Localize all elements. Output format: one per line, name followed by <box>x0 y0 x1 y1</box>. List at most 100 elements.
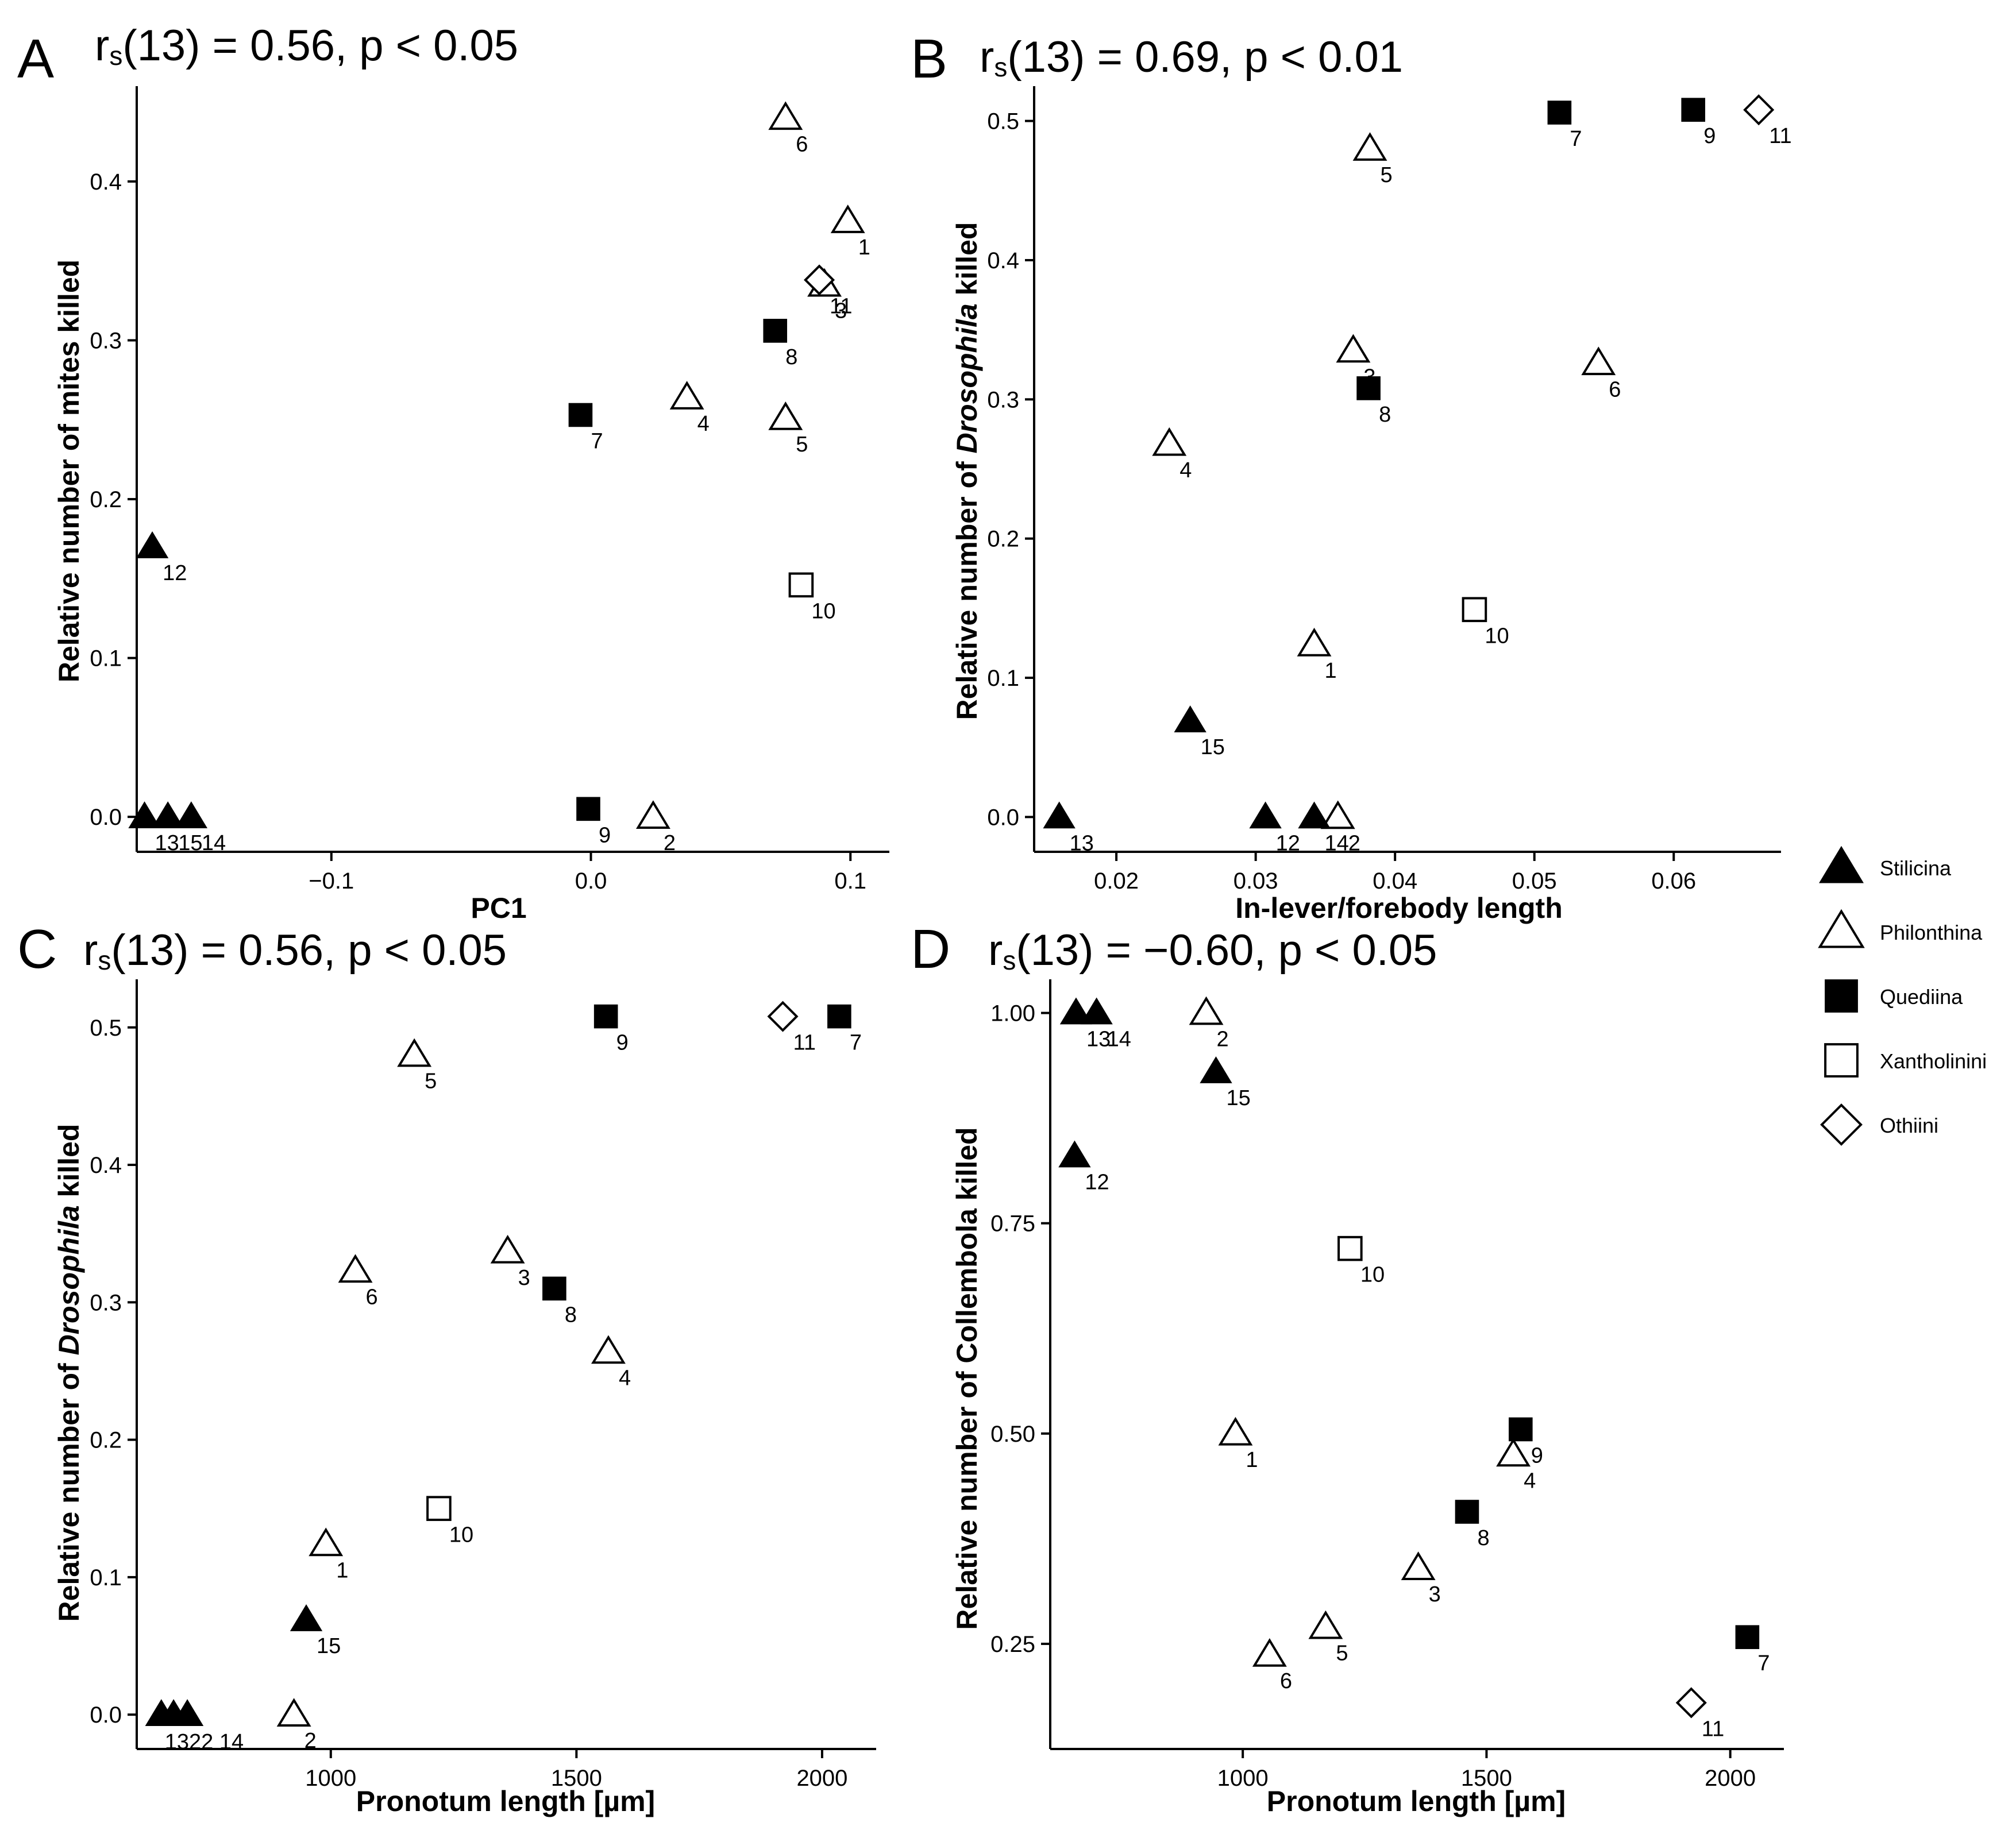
panel-c-point-label-5: 5 <box>425 1069 437 1094</box>
panel-d-point-label-14: 14 <box>1107 1028 1131 1052</box>
panel-a-point-11 <box>804 264 835 296</box>
panel-d-point-11 <box>1675 1687 1707 1719</box>
panel-a-point-4 <box>669 381 704 410</box>
panel-c-ytick-label: 0.4 <box>90 1153 122 1178</box>
panel-b-point-11 <box>1743 94 1775 126</box>
panel-b-ytick-label: 0.2 <box>987 527 1019 552</box>
panel-a-point-label-7: 7 <box>591 429 603 453</box>
panel-a-point-label-15: 15 <box>178 831 202 855</box>
panel-d-title: rs(13) = −0.60, p < 0.05 <box>988 926 1437 975</box>
panel-d-point-label-3: 3 <box>1429 1582 1441 1607</box>
panel-c-point-label-15: 15 <box>317 1634 341 1658</box>
panel-a-point-label-13: 13 <box>155 831 179 855</box>
panel-b-point-12 <box>1249 801 1282 829</box>
panel-d-point-label-11: 11 <box>1702 1717 1724 1741</box>
panel-d-point-4 <box>1496 1438 1531 1467</box>
panel-c-point-1 <box>309 1527 344 1557</box>
legend-marker-quediina <box>1825 979 1858 1013</box>
panel-a-point-2 <box>635 800 670 829</box>
panel-b-xtick-label: 0.03 <box>1234 868 1278 894</box>
panel-b-point-label-8: 8 <box>1379 403 1391 427</box>
panel-c-point-15 <box>290 1604 323 1631</box>
panel-a-xtick-label: −0.1 <box>309 868 354 894</box>
panel-a-point-1 <box>830 204 865 233</box>
panel-a-point-12 <box>136 531 169 558</box>
panel-d-xtick-label: 1500 <box>1461 1766 1512 1791</box>
panel-a-point-15 <box>152 801 184 828</box>
panel-b-ylabel: Relative number of Drosophila killed <box>951 222 983 720</box>
legend-marker-othiini <box>1820 1103 1863 1146</box>
panel-c-point-label-9: 9 <box>616 1031 629 1055</box>
panel-a-point-label-5: 5 <box>796 433 808 457</box>
panel-b-point-10 <box>1462 597 1487 623</box>
panel-a-ylabel: Relative number of mites killed <box>53 260 85 682</box>
panel-b-ytick-label: 0.3 <box>987 387 1019 412</box>
panel-d-point-label-8: 8 <box>1477 1526 1489 1550</box>
panel-c-ytick-label: 0.1 <box>90 1565 122 1590</box>
panel-d-point-7 <box>1735 1625 1760 1650</box>
panel-d-point-label-2: 2 <box>1217 1028 1229 1052</box>
panel-b: B rs(13) = 0.69, p < 0.01 0.02 0.03 0.04 0.… <box>911 28 1792 924</box>
panel-b-point-label-15: 15 <box>1201 735 1225 759</box>
panel-c-point-4 <box>591 1335 626 1364</box>
panel-c-xlabel: Pronotum length [µm] <box>356 1785 655 1817</box>
legend-label-othiini: Othiini <box>1880 1114 1938 1137</box>
panel-d-point-label-13: 13 <box>1086 1028 1111 1052</box>
panel-a-point-label-12: 12 <box>163 561 187 585</box>
panel-d-point-14 <box>1080 997 1113 1025</box>
panel-c-ytick-label: 0.0 <box>90 1702 122 1728</box>
panel-a-point-8 <box>763 319 788 343</box>
panel-b-point-label-10: 10 <box>1485 624 1509 648</box>
panel-b-point-label-13: 13 <box>1070 831 1094 855</box>
panel-d-point-6 <box>1252 1638 1287 1667</box>
panel-d-point-label-12: 12 <box>1085 1171 1109 1195</box>
panel-c-point-label-10: 10 <box>449 1523 473 1547</box>
panel-d-ytick-label: 0.25 <box>990 1632 1035 1657</box>
panel-b-xlabel: In-lever/forebody length <box>1235 892 1563 924</box>
legend-label-philonthina: Philonthina <box>1880 921 1983 944</box>
panel-b-xtick-label: 0.02 <box>1094 868 1139 894</box>
panel-c-point-label-11: 11 <box>793 1031 816 1055</box>
panel-b-letter: B <box>911 28 947 90</box>
panel-d-point-3 <box>1401 1551 1436 1580</box>
panel-b-point-label-12: 12 <box>1276 831 1300 855</box>
panel-a-point-label-8: 8 <box>785 345 797 369</box>
panel-c-plot: 1000 1500 2000 0.0 0.1 0.2 0.3 0.4 0.5 1322 14 1 2 3… <box>90 979 876 1791</box>
panel-c-point-11 <box>767 1001 799 1032</box>
panel-d-xlabel: Pronotum length [µm] <box>1267 1785 1566 1817</box>
panel-a-point-10 <box>788 572 814 598</box>
panel-a-ytick-label: 0.0 <box>90 805 122 830</box>
panel-a-xlabel: PC1 <box>471 892 526 924</box>
panel-c-point-label-1: 1 <box>336 1558 348 1582</box>
legend-label-xantholinini: Xantholinini <box>1880 1049 1987 1073</box>
panel-b-title: rs(13) = 0.69, p < 0.01 <box>980 33 1403 82</box>
panel-d-point-13 <box>1059 997 1093 1025</box>
panel-d-point-label-4: 4 <box>1524 1469 1536 1493</box>
panel-a-point-label-3: 3 <box>835 299 847 323</box>
panel-c-ytick-label: 0.5 <box>90 1016 122 1041</box>
panel-d-point-9 <box>1509 1417 1533 1442</box>
panel-d-point-1 <box>1218 1416 1253 1446</box>
legend-label-quediina: Quediina <box>1880 985 1963 1009</box>
panel-c-ylabel: Relative number of Drosophila killed <box>53 1124 85 1622</box>
panel-a-point-5 <box>768 401 803 430</box>
legend-label-stilicina: Stilicina <box>1880 856 1952 880</box>
panel-b-xtick-label: 0.04 <box>1373 868 1417 894</box>
panel-b-point-6 <box>1581 346 1616 376</box>
panel-d-xtick-label: 1000 <box>1217 1766 1269 1791</box>
panel-b-point-label-7: 7 <box>1570 127 1582 151</box>
panel-b-point-1 <box>1297 627 1332 657</box>
panel-b-point-14 <box>1298 801 1331 829</box>
panel-b-point-label-11: 11 <box>1769 124 1791 148</box>
panel-c-title: rs(13) = 0.56, p < 0.05 <box>83 926 507 975</box>
panel-c-point-14 <box>171 1699 204 1726</box>
panel-a-point-label-14: 14 <box>202 831 226 855</box>
panel-a-ytick-label: 0.1 <box>90 646 122 671</box>
panel-a-plot: −0.1 0.0 0.10.00.10.20.30.4123456789101112… <box>90 86 889 894</box>
panel-a-point-6 <box>768 101 803 130</box>
panel-b-point-label-9: 9 <box>1703 124 1716 148</box>
panel-d-point-10 <box>1337 1235 1363 1261</box>
panel-d-point-15 <box>1200 1056 1232 1083</box>
panel-a-xtick-label: 0.0 <box>575 868 607 894</box>
panel-a-point-9 <box>576 797 600 821</box>
